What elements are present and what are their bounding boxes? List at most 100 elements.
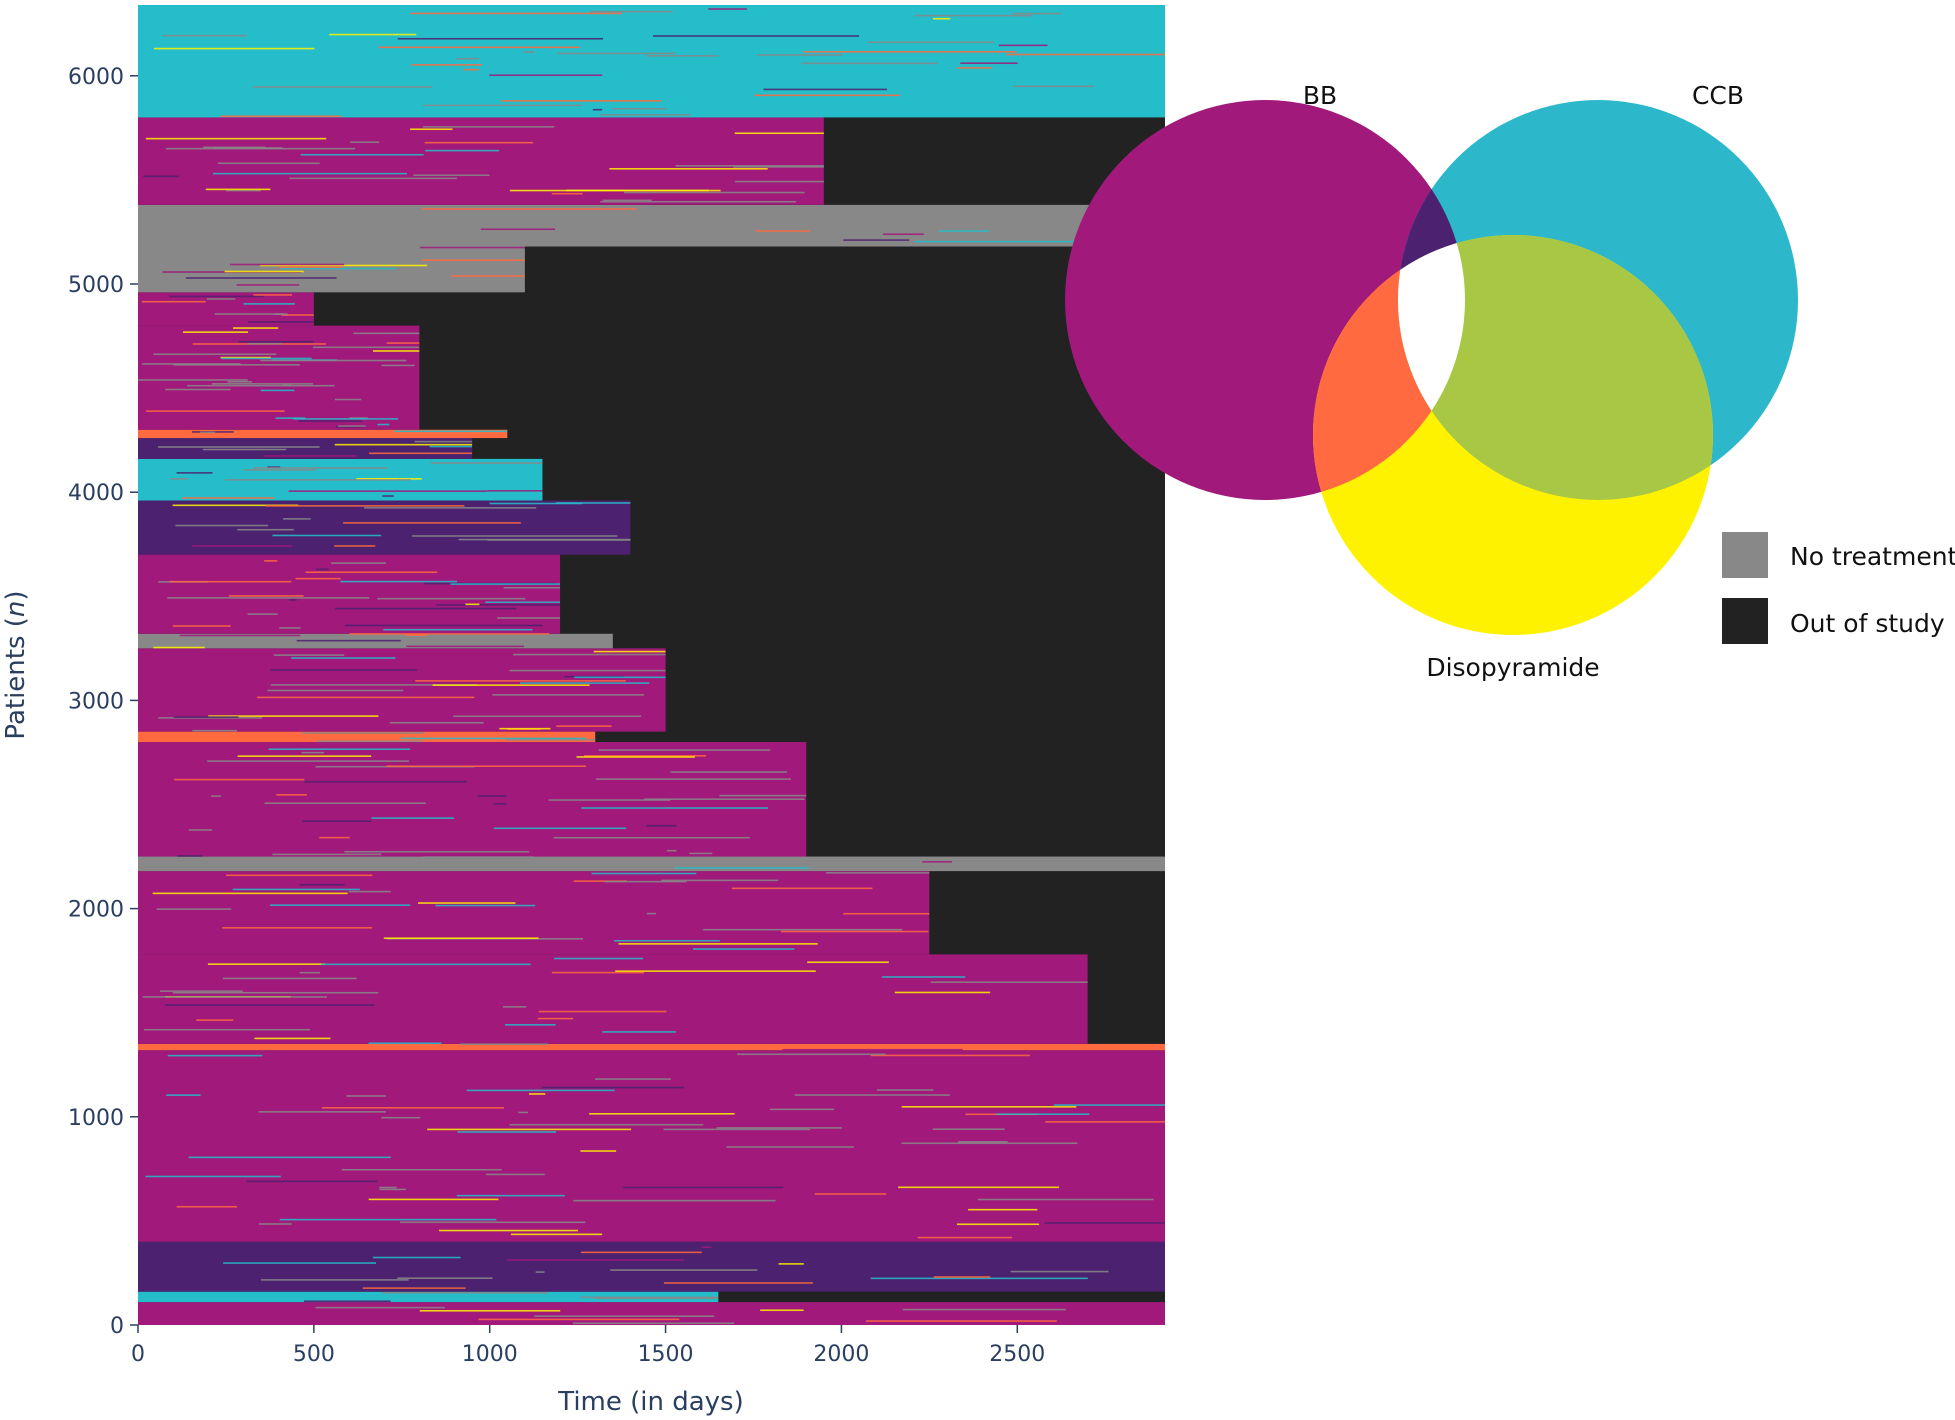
switch-line (386, 765, 587, 768)
switch-line (346, 1095, 386, 1097)
switch-line (622, 1186, 784, 1189)
switch-line (870, 1054, 1030, 1057)
switch-line (205, 188, 271, 191)
switch-line (429, 445, 473, 448)
switch-line (600, 114, 691, 116)
switch-line (268, 748, 411, 751)
switch-line (412, 535, 618, 537)
switch-line (922, 861, 952, 863)
switch-line (413, 174, 490, 177)
switch-line (353, 332, 420, 335)
switch-line (735, 180, 824, 183)
switch-line (465, 603, 480, 606)
switch-line (371, 817, 455, 819)
switch-line (418, 902, 516, 904)
switch-line (477, 795, 507, 797)
switch-line (865, 1320, 1057, 1322)
switch-line (232, 888, 360, 891)
switch-line (377, 423, 390, 426)
switch-line (381, 1116, 421, 1119)
switch-line (270, 669, 417, 671)
switch-line (260, 359, 407, 362)
switch-line (362, 1287, 466, 1289)
switch-line (573, 1199, 776, 1202)
switch-line (914, 240, 1080, 243)
switch-line (500, 100, 662, 102)
switch-line (612, 107, 667, 110)
switch-line (478, 1318, 680, 1321)
switch-line (689, 852, 713, 855)
switch-line (383, 937, 539, 940)
venn-diagram: BB CCB Disopyramide (1065, 81, 1798, 682)
x-tick-label: 500 (293, 1342, 335, 1367)
switch-line (894, 991, 991, 994)
y-axis-title-suffix: ) (1, 590, 31, 600)
switch-line (272, 853, 382, 856)
switch-line (801, 62, 938, 65)
switch-line (1013, 85, 1094, 88)
switch-line (270, 684, 477, 686)
switch-line (293, 418, 399, 420)
treatment-bands (138, 5, 1165, 1325)
y-ticks: 0 1000 2000 3000 4000 5000 6000 (68, 65, 138, 1339)
legend-swatch-no-treatment (1722, 532, 1768, 578)
switch-line (145, 137, 327, 140)
switch-line (179, 634, 301, 637)
legend: No treatment Out of study (1722, 532, 1955, 644)
switch-line (267, 689, 404, 692)
switch-line (172, 625, 231, 627)
venn-label-disopyramide: Disopyramide (1426, 653, 1599, 682)
switch-line (225, 479, 411, 481)
switch-line (331, 562, 386, 564)
switch-line (176, 472, 213, 474)
switch-line (349, 417, 368, 419)
switch-line (529, 1093, 546, 1095)
switch-line (202, 448, 287, 451)
band-20 (138, 204, 1165, 247)
switch-line (497, 617, 561, 619)
switch-line (381, 364, 415, 367)
switch-line (646, 824, 677, 827)
switch-line (222, 977, 357, 980)
switch-line (188, 829, 213, 831)
switch-line (708, 8, 747, 10)
switch-line (580, 1150, 617, 1152)
switch-line (538, 1010, 667, 1013)
switch-line (580, 1296, 719, 1299)
switch-line (509, 669, 666, 672)
y-tick-label: 2000 (68, 898, 124, 923)
band-22 (138, 5, 1165, 118)
switch-line (843, 912, 930, 915)
switch-line (422, 104, 583, 107)
switch-line (397, 1277, 493, 1279)
switch-line (243, 303, 295, 305)
switch-line (450, 583, 561, 585)
switch-line (453, 715, 642, 718)
switch-line (276, 794, 307, 796)
switch-line (794, 1094, 950, 1096)
switch-line (169, 580, 292, 583)
switch-line (275, 417, 306, 419)
switch-line (372, 1256, 461, 1259)
switch-line (302, 820, 372, 823)
switch-line (173, 364, 300, 366)
band-1 (138, 1291, 719, 1303)
switch-line (663, 1128, 810, 1131)
switch-line (932, 17, 951, 20)
switch-line (373, 350, 420, 352)
switch-line (182, 331, 249, 333)
switch-line (485, 601, 561, 604)
switch-line (423, 856, 535, 858)
switch-line (755, 230, 811, 232)
switch-line (589, 1113, 735, 1115)
switch-line (958, 1141, 1008, 1143)
switch-line (509, 1123, 704, 1126)
switch-line (457, 1131, 557, 1133)
switch-line (274, 313, 288, 315)
switch-line (152, 892, 348, 895)
switch-line (289, 177, 457, 180)
switch-line (593, 650, 666, 653)
switch-line (344, 850, 530, 853)
switch-line (930, 981, 1088, 983)
switch-line (933, 1276, 991, 1278)
